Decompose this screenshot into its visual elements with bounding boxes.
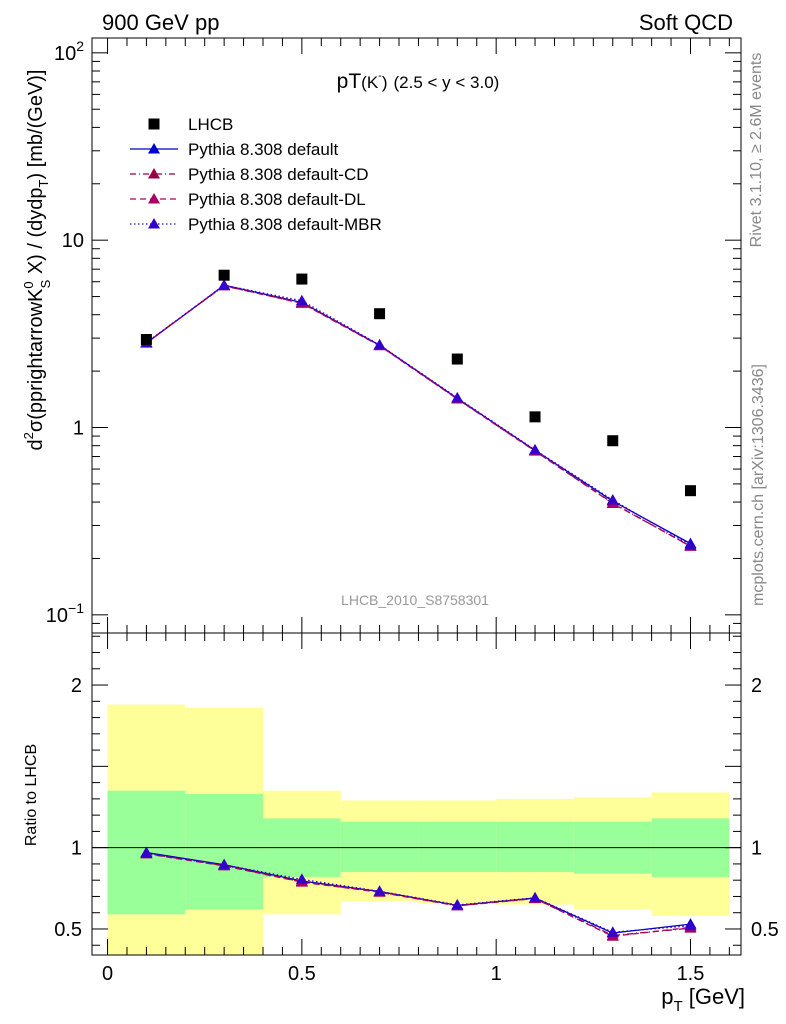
main-dl-line [146, 284, 691, 547]
y-tick-label-right: 0.5 [751, 919, 779, 941]
y-tick-label: 10 [62, 230, 84, 252]
legend: LHCB Pythia 8.308 default Pythia 8.308 def… [130, 115, 382, 234]
y-tick-label: 1 [73, 418, 84, 440]
ratio-mbr-point [295, 873, 308, 884]
legend-default-label: Pythia 8.308 default [188, 140, 339, 159]
main-mbr-line [146, 284, 691, 546]
main-axis-ticks: 10−1 1 10 102 [46, 38, 741, 634]
ratio-mbr-point [451, 898, 464, 910]
energy-label: 900 GeV pp [102, 10, 219, 35]
ratio-mbr-point [140, 847, 153, 858]
ratio-dl-line [146, 853, 691, 937]
main-data-point [140, 333, 152, 345]
main-mbr-point [529, 443, 542, 455]
legend-dl-label: Pythia 8.308 default-DL [188, 190, 366, 209]
x-axis-label: pT [GeV] [661, 984, 745, 1015]
x-tick-label: 1.5 [677, 963, 705, 985]
mcplots-label: mcplots.cern.ch [arXiv:1306.3436] [750, 364, 767, 606]
y-tick-label: 1 [71, 838, 82, 860]
ratio-plot-frame [91, 632, 742, 956]
main-mbr-point [684, 538, 697, 550]
analysis-watermark: LHCB_2010_S8758301 [341, 592, 489, 608]
ratio-mbr-point [218, 858, 231, 870]
legend-data-marker [148, 118, 160, 130]
y-tick-label: 10−1 [46, 600, 84, 627]
ratio-mbr-point [684, 919, 697, 931]
ratio-mbr-point [606, 926, 619, 937]
main-cd-line [146, 285, 691, 547]
main-y-axis-label: d2σ(pprightarrowK0 S X) / (dydpT) [mb/(Ge… [21, 69, 53, 450]
y-tick-label-right: 1 [751, 838, 762, 860]
main-series-group [140, 269, 697, 551]
inner-band-bin [418, 821, 497, 873]
ratio-mbr-line [146, 852, 691, 933]
main-data-point [684, 485, 696, 497]
legend-data-label: LHCB [188, 115, 233, 134]
main-data-point [374, 308, 386, 320]
y-tick-label: 102 [54, 38, 84, 65]
x-tick-label: 0 [102, 963, 113, 985]
inner-band-bin [340, 821, 419, 873]
main-data-point [218, 269, 230, 281]
inner-band-bin [185, 794, 263, 910]
main-data-point [296, 273, 308, 285]
main-data-point [529, 411, 541, 423]
ratio-y-axis-label: Ratio to LHCB [23, 744, 40, 846]
x-tick-label: 1 [491, 963, 502, 985]
main-mbr-point [218, 279, 231, 290]
legend-cd-label: Pythia 8.308 default-CD [188, 165, 369, 184]
legend-dl-marker [148, 193, 160, 204]
ratio-mbr-point [373, 885, 386, 896]
inner-band-bin [496, 821, 574, 873]
rivet-label: Rivet 3.1.10, ≥ 2.6M events [748, 53, 765, 248]
main-mbr-point [295, 294, 308, 306]
legend-mbr-label: Pythia 8.308 default-MBR [188, 215, 382, 234]
legend-mbr-marker [148, 218, 160, 229]
y-tick-label: 0.5 [54, 919, 82, 941]
main-data-point [451, 353, 463, 365]
main-mbr-point [451, 391, 464, 403]
y-tick-label-right: 2 [751, 675, 762, 697]
main-mbr-point [606, 494, 619, 505]
main-data-point [607, 435, 619, 447]
ratio-axis-ticks: 0.5 0.5 1 1 2 2 0 0.5 1 1.5 [54, 633, 779, 985]
process-label: Soft QCD [639, 10, 733, 35]
x-tick-label: 0.5 [288, 963, 316, 985]
legend-cd-marker [148, 168, 160, 179]
ratio-mbr-point [529, 891, 542, 903]
legend-default-marker [148, 143, 160, 154]
ratio-series-group [140, 846, 697, 941]
plot-title: pT(K-) (2.5 < y < 3.0) [337, 70, 500, 93]
ratio-uncertainty-bands [92, 704, 741, 955]
main-mbr-point [373, 338, 386, 350]
y-tick-label: 2 [71, 675, 82, 697]
